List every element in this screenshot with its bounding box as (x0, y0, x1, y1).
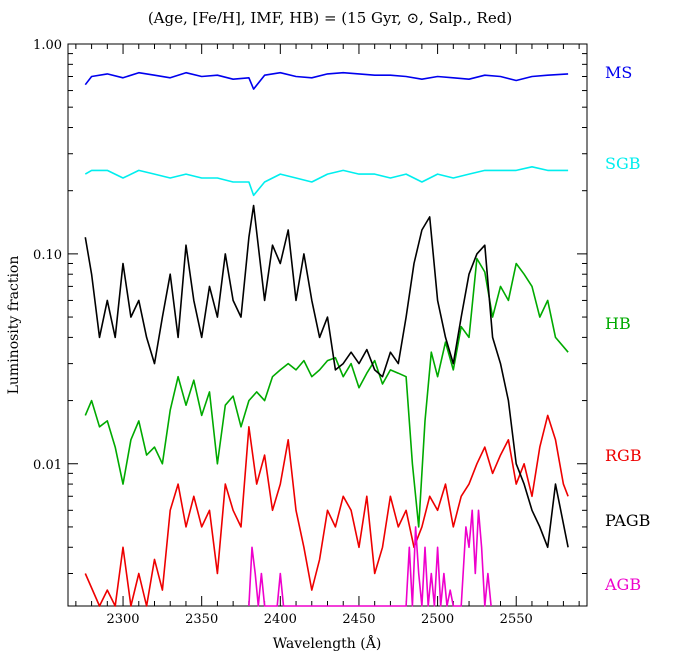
x-tick-label: 2550 (500, 612, 533, 627)
series-layer (84, 71, 569, 607)
y-tick-label: 1.00 (33, 38, 62, 53)
plot-frame (67, 43, 588, 607)
y-axis-title: Luminosity fraction (6, 256, 22, 395)
series-label-hb: HB (605, 314, 631, 333)
series-line-hb (84, 257, 569, 528)
series-label-pagb: PAGB (605, 511, 650, 530)
x-tick-label: 2400 (264, 612, 297, 627)
axis-ticks: 2300 2350 2400 2450 2500 2550 1.00 0.10 0.01 (33, 38, 587, 627)
y-tick-label: 0.01 (33, 458, 62, 473)
series-line-ms (84, 71, 569, 90)
series-line-agb (248, 509, 492, 607)
series-label-ms: MS (605, 63, 632, 82)
series-label-agb: AGB (604, 575, 641, 594)
chart-title: (Age, [Fe/H], IMF, HB) = (15 Gyr, ⊙, Sal… (148, 9, 512, 27)
y-tick-label: 0.10 (33, 248, 62, 263)
series-line-pagb (84, 204, 569, 549)
x-tick-label: 2350 (185, 612, 218, 627)
series-labels: MS SGB HB RGB PAGB AGB (604, 63, 650, 594)
series-line-rgb (84, 414, 569, 607)
series-label-rgb: RGB (605, 446, 642, 465)
x-axis-title: Wavelength (Å) (273, 634, 382, 652)
x-tick-label: 2300 (106, 612, 139, 627)
series-line-sgb (84, 166, 569, 197)
x-tick-label: 2500 (421, 612, 454, 627)
x-tick-label: 2450 (342, 612, 375, 627)
series-label-sgb: SGB (605, 154, 641, 173)
